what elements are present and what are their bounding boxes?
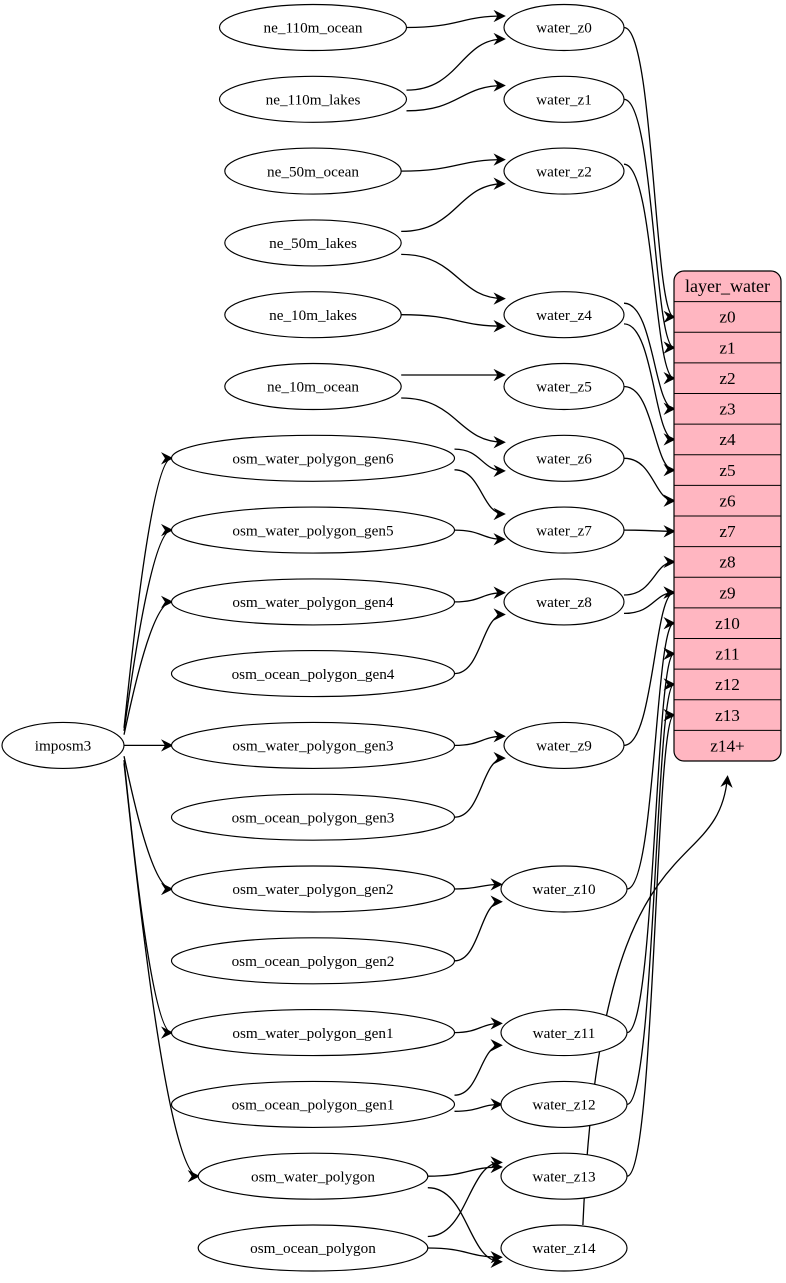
- svg-text:osm_ocean_polygon_gen1: osm_ocean_polygon_gen1: [232, 1097, 395, 1114]
- svg-text:layer_water: layer_water: [685, 276, 770, 296]
- svg-text:osm_water_polygon_gen3: osm_water_polygon_gen3: [232, 738, 393, 755]
- svg-text:z12: z12: [715, 675, 740, 694]
- svg-text:water_z9: water_z9: [536, 738, 592, 755]
- svg-text:osm_ocean_polygon_gen4: osm_ocean_polygon_gen4: [232, 666, 395, 683]
- svg-text:z7: z7: [719, 522, 736, 541]
- svg-text:z4: z4: [719, 430, 736, 449]
- svg-text:z14+: z14+: [710, 737, 745, 756]
- svg-text:ne_50m_ocean: ne_50m_ocean: [267, 163, 359, 180]
- svg-text:osm_water_polygon_gen1: osm_water_polygon_gen1: [232, 1025, 393, 1042]
- svg-text:osm_ocean_polygon_gen2: osm_ocean_polygon_gen2: [232, 953, 395, 970]
- svg-text:z11: z11: [715, 645, 739, 664]
- svg-text:osm_water_polygon_gen6: osm_water_polygon_gen6: [232, 451, 394, 468]
- svg-text:water_z11: water_z11: [533, 1025, 596, 1042]
- svg-text:z2: z2: [719, 369, 735, 388]
- svg-text:z0: z0: [719, 308, 735, 327]
- svg-text:ne_10m_lakes: ne_10m_lakes: [269, 307, 357, 324]
- svg-text:ne_50m_lakes: ne_50m_lakes: [269, 235, 357, 252]
- svg-text:z13: z13: [715, 706, 740, 725]
- svg-text:water_z4: water_z4: [536, 307, 592, 324]
- svg-text:osm_water_polygon_gen5: osm_water_polygon_gen5: [232, 522, 393, 539]
- svg-text:osm_water_polygon: osm_water_polygon: [251, 1168, 375, 1185]
- svg-text:osm_ocean_polygon_gen3: osm_ocean_polygon_gen3: [232, 809, 395, 826]
- svg-text:water_z10: water_z10: [532, 881, 596, 898]
- svg-text:ne_10m_ocean: ne_10m_ocean: [267, 379, 359, 396]
- svg-text:z8: z8: [719, 553, 735, 572]
- svg-text:z10: z10: [715, 614, 740, 633]
- svg-text:water_z6: water_z6: [536, 451, 592, 468]
- svg-text:water_z12: water_z12: [532, 1097, 595, 1114]
- svg-text:water_z2: water_z2: [536, 163, 592, 180]
- svg-text:water_z1: water_z1: [536, 92, 592, 109]
- svg-text:water_z8: water_z8: [536, 594, 592, 611]
- svg-text:z6: z6: [719, 492, 736, 511]
- svg-text:z1: z1: [719, 338, 735, 357]
- svg-text:ne_110m_ocean: ne_110m_ocean: [264, 20, 363, 37]
- svg-text:z9: z9: [719, 583, 735, 602]
- svg-text:water_z13: water_z13: [532, 1168, 595, 1185]
- svg-text:z5: z5: [719, 461, 735, 480]
- svg-text:water_z14: water_z14: [532, 1240, 596, 1257]
- svg-text:osm_water_polygon_gen2: osm_water_polygon_gen2: [232, 881, 393, 898]
- svg-text:water_z7: water_z7: [536, 522, 592, 539]
- svg-text:osm_water_polygon_gen4: osm_water_polygon_gen4: [232, 594, 394, 611]
- svg-text:water_z5: water_z5: [536, 379, 592, 396]
- svg-text:z3: z3: [719, 400, 735, 419]
- svg-text:ne_110m_lakes: ne_110m_lakes: [266, 92, 361, 109]
- svg-text:water_z0: water_z0: [536, 20, 592, 37]
- svg-text:imposm3: imposm3: [35, 738, 92, 755]
- svg-text:osm_ocean_polygon: osm_ocean_polygon: [250, 1240, 376, 1257]
